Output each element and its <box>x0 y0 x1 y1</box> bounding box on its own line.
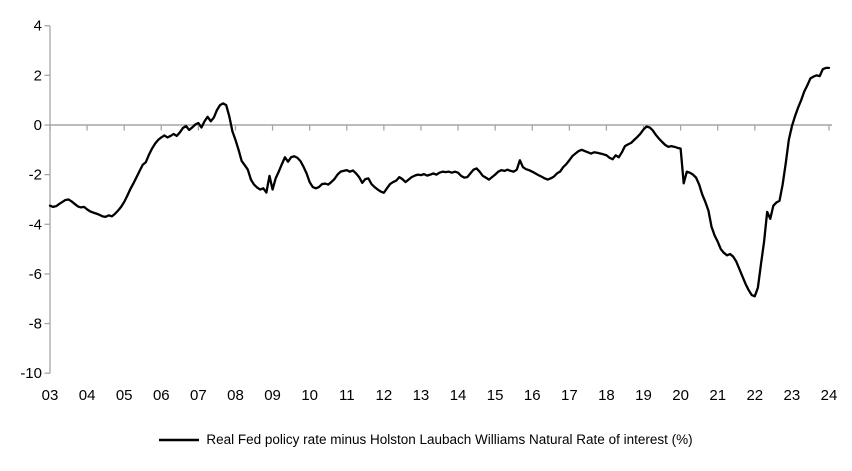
y-axis-label: -6 <box>29 266 42 283</box>
x-axis-label: 18 <box>598 387 615 404</box>
x-axis-label: 04 <box>79 387 96 404</box>
x-axis-label: 17 <box>561 387 578 404</box>
x-axis-label: 11 <box>339 387 355 404</box>
y-axis-label: -8 <box>29 316 42 333</box>
y-axis-label: 0 <box>34 117 42 134</box>
x-axis-label: 12 <box>376 387 393 404</box>
x-axis-label: 05 <box>116 387 133 404</box>
legend: Real Fed policy rate minus Holston Lauba… <box>0 432 852 447</box>
x-axis-label: 08 <box>227 387 244 404</box>
y-axis-label: -4 <box>29 216 42 233</box>
x-axis-label: 03 <box>42 387 59 404</box>
y-axis-label: -10 <box>20 365 42 382</box>
legend-line-swatch-icon <box>159 438 200 441</box>
x-axis-label: 24 <box>821 387 838 404</box>
line-chart-plot-area: 03 04 05 06 07 08 09 10 11 12 13 14 15 16 17 18 19 20 21 22… <box>20 18 838 404</box>
x-axis-label: 15 <box>487 387 504 404</box>
x-axis-label: 13 <box>413 387 430 404</box>
x-axis-label: 07 <box>190 387 207 404</box>
data-line-series <box>48 66 831 298</box>
y-axis-label: -2 <box>29 167 42 184</box>
y-axis-label: 4 <box>34 18 42 35</box>
x-axis-label: 21 <box>709 387 726 404</box>
x-axis-label: 14 <box>450 387 467 404</box>
x-axis-label: 06 <box>153 387 170 404</box>
x-axis-label: 23 <box>784 387 801 404</box>
y-axis-label: 2 <box>34 67 42 84</box>
x-axis-label: 19 <box>635 387 652 404</box>
x-axis-label: 10 <box>301 387 318 404</box>
x-axis-label: 22 <box>746 387 763 404</box>
legend-label: Real Fed policy rate minus Holston Lauba… <box>206 432 693 447</box>
x-axis-label: 16 <box>524 387 541 404</box>
x-axis-label: 20 <box>672 387 689 404</box>
x-axis-label: 09 <box>264 387 281 404</box>
